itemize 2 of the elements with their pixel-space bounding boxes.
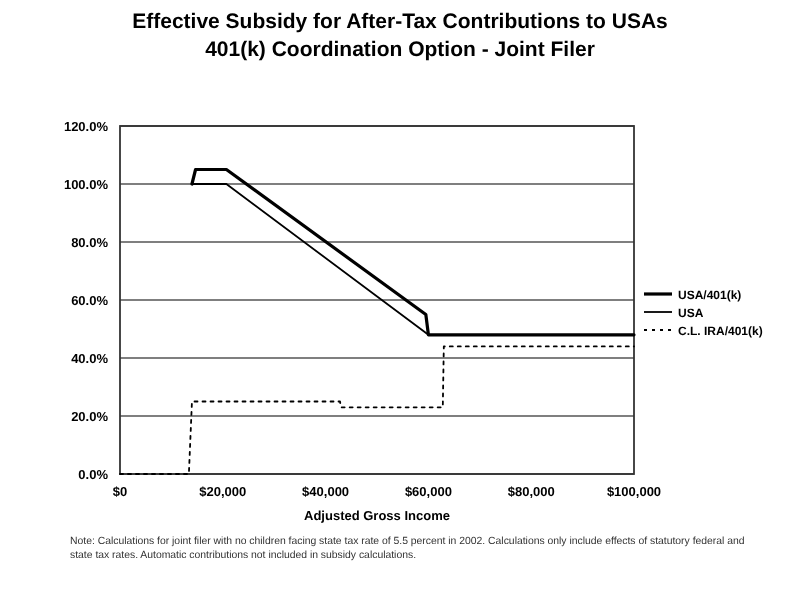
- chart-subtitle: 401(k) Coordination Option - Joint Filer: [205, 38, 595, 62]
- chart-title: Effective Subsidy for After-Tax Contributions to USAs: [132, 10, 669, 34]
